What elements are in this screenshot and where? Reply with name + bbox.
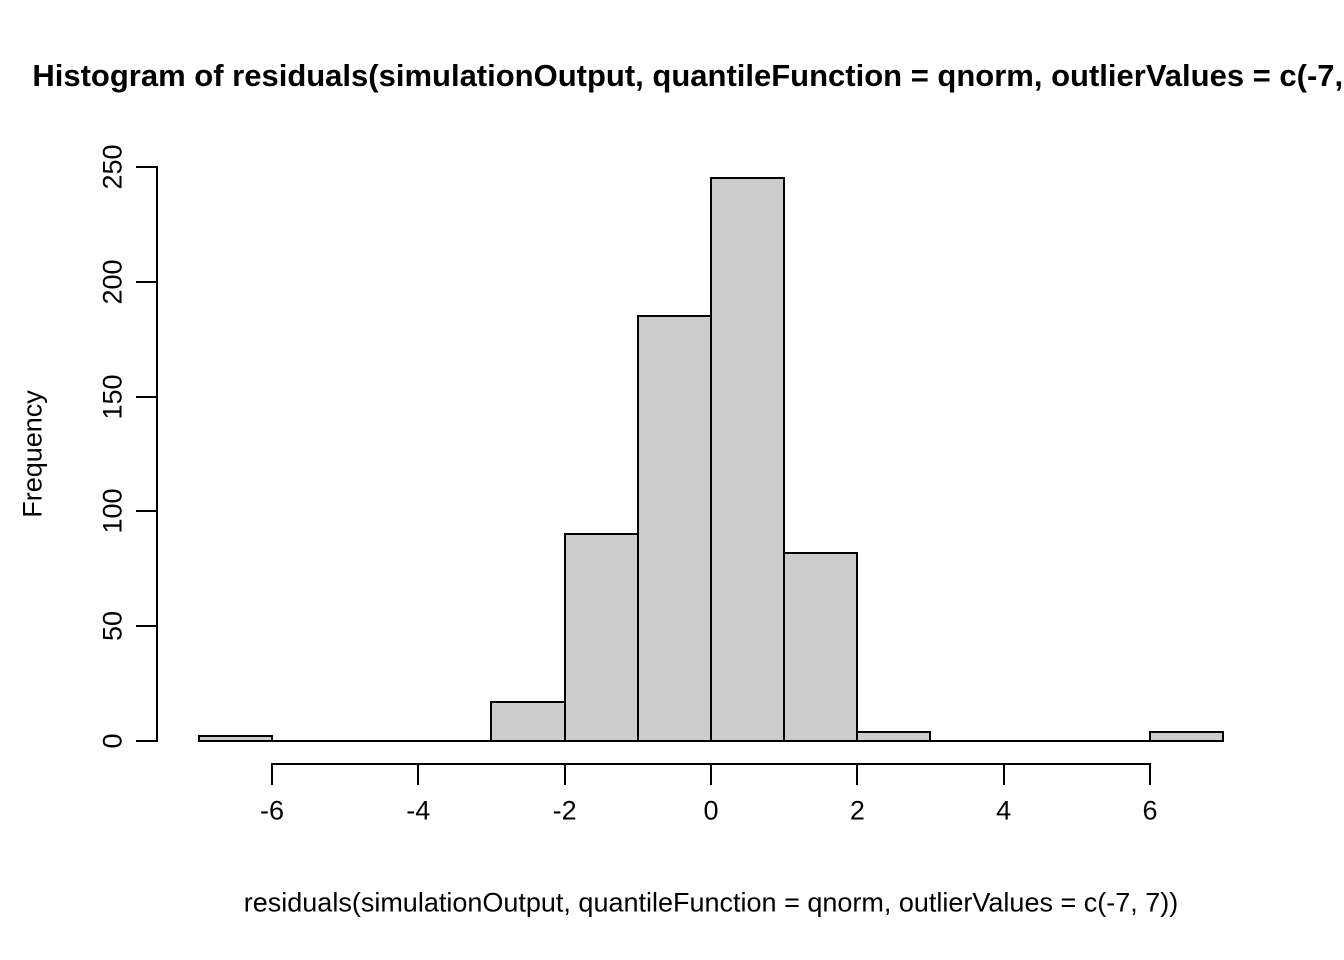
x-tick-label: 4 <box>996 795 1012 826</box>
y-axis-tick <box>136 740 156 742</box>
y-tick-label: 50 <box>97 611 128 642</box>
histogram-bar <box>856 730 932 742</box>
x-axis-tick <box>710 763 712 785</box>
histogram-bar <box>563 533 639 742</box>
zero-count-bin-line <box>1075 740 1151 742</box>
x-tick-label: 6 <box>1142 795 1158 826</box>
x-axis-title: residuals(simulationOutput, quantileFunc… <box>243 887 1179 918</box>
x-axis-tick <box>856 763 859 785</box>
x-tick-label: 2 <box>849 795 865 826</box>
x-tick-label: -6 <box>259 795 284 826</box>
zero-count-bin-line <box>1002 740 1078 742</box>
zero-count-bin-line <box>929 740 1005 742</box>
x-tick-label: -2 <box>552 795 577 826</box>
x-axis-tick <box>563 763 566 785</box>
x-tick-label: 0 <box>703 795 719 826</box>
y-tick-label: 200 <box>97 259 128 305</box>
y-tick-label: 250 <box>97 144 128 190</box>
x-axis-tick <box>270 763 273 785</box>
histogram-bar <box>783 551 859 742</box>
zero-count-bin-line <box>344 740 420 742</box>
histogram-bar <box>490 700 566 742</box>
x-axis-tick <box>1149 763 1152 785</box>
x-axis-tick <box>417 763 420 785</box>
histogram-bar <box>636 315 712 742</box>
histogram-bar <box>197 735 273 742</box>
y-tick-label: 0 <box>97 733 128 749</box>
zero-count-bin-line <box>417 740 493 742</box>
y-tick-label: 100 <box>97 488 128 534</box>
y-axis-title: Frequency <box>17 390 48 518</box>
plot-title: Histogram of residuals(simulationOutput,… <box>32 58 1344 93</box>
y-axis-tick <box>136 625 156 628</box>
y-axis-tick <box>136 280 156 283</box>
y-axis-tick <box>136 166 156 168</box>
histogram-bar <box>1149 730 1225 742</box>
zero-count-bin-line <box>270 740 347 742</box>
histogram-bar <box>710 177 786 742</box>
x-axis-tick <box>1002 763 1005 785</box>
y-tick-label: 150 <box>97 374 128 420</box>
x-tick-label: -4 <box>406 795 431 826</box>
y-axis-tick <box>136 510 156 513</box>
y-axis-line <box>156 166 158 742</box>
y-axis-tick <box>136 395 156 398</box>
